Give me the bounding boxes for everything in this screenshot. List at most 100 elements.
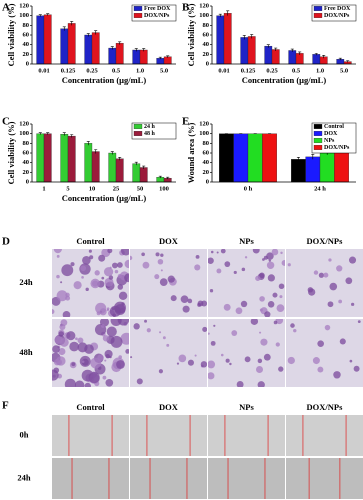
cell <box>109 305 121 317</box>
cell <box>65 295 71 301</box>
bar <box>67 23 76 65</box>
bar <box>262 133 277 183</box>
error-bar <box>110 46 114 50</box>
cell <box>90 357 102 369</box>
cell <box>61 264 74 277</box>
cell <box>79 355 91 367</box>
cell <box>121 249 129 256</box>
cell <box>118 291 128 301</box>
bar <box>115 158 124 183</box>
cell <box>187 359 194 366</box>
cell <box>275 319 284 325</box>
cell <box>279 295 283 299</box>
cell <box>348 256 357 264</box>
cell <box>266 261 275 270</box>
cell <box>158 369 163 374</box>
cell <box>255 275 261 281</box>
cell <box>287 356 295 365</box>
panel-label: D <box>2 236 10 248</box>
x-tick-label: 0.01 <box>38 67 49 74</box>
cell <box>82 255 91 265</box>
cell <box>105 378 114 387</box>
panel-label: E <box>182 116 189 128</box>
legend-swatch <box>313 145 323 150</box>
legend-label: NPs <box>324 138 335 144</box>
cell <box>259 296 265 302</box>
cell <box>101 324 105 328</box>
cell <box>103 267 114 277</box>
error-bar <box>70 134 74 138</box>
column-header: DOX <box>159 236 179 246</box>
cell <box>273 320 278 325</box>
cell <box>220 249 226 254</box>
error-bar <box>62 132 66 136</box>
cell <box>52 345 60 353</box>
bar <box>84 143 93 183</box>
legend-swatch <box>133 124 143 129</box>
error-bar <box>226 10 230 16</box>
cell <box>157 258 164 265</box>
wound-image <box>286 458 363 499</box>
error-bar <box>142 165 146 169</box>
cell <box>80 265 87 272</box>
panel-label: C <box>2 116 10 128</box>
cell <box>197 302 202 307</box>
cell <box>81 276 84 279</box>
cell <box>124 273 129 283</box>
bar <box>247 133 263 183</box>
cell <box>235 307 243 315</box>
cell <box>317 366 324 373</box>
cell <box>308 288 316 296</box>
cell <box>229 362 232 366</box>
micrograph-bg <box>208 249 285 317</box>
cell <box>56 254 60 258</box>
legend-label: DOX/NPs <box>144 13 170 19</box>
error-bar <box>86 141 90 146</box>
cell <box>56 274 60 279</box>
cell <box>293 328 297 333</box>
cell <box>142 261 150 269</box>
cell <box>125 349 129 354</box>
cell <box>280 251 283 255</box>
cell <box>118 355 122 359</box>
error-bar <box>322 55 326 59</box>
bar <box>288 50 297 65</box>
cell <box>268 259 272 262</box>
cell <box>144 319 148 323</box>
cell <box>257 358 263 364</box>
cell <box>338 299 343 304</box>
x-tick-label: 25 <box>113 185 120 192</box>
bar <box>60 28 69 65</box>
error-bar <box>290 48 294 52</box>
cell <box>257 381 265 387</box>
y-tick-label: 100 <box>199 130 209 137</box>
cell <box>65 292 70 298</box>
cell <box>287 263 291 267</box>
y-tick-label: 120 <box>199 120 209 127</box>
error-bar <box>62 26 66 31</box>
cell <box>85 287 89 292</box>
cell <box>84 382 91 387</box>
y-tick-label: 80 <box>203 22 210 29</box>
cell <box>117 319 129 326</box>
y-axis-label: Cell viability (%) <box>186 3 196 66</box>
cell <box>244 256 248 259</box>
cell <box>81 360 85 363</box>
error-bar <box>250 34 254 39</box>
error-bar <box>166 176 170 180</box>
cell <box>241 267 246 272</box>
y-tick-label: 60 <box>203 149 210 156</box>
column-header: Control <box>76 402 105 412</box>
cell <box>272 292 278 298</box>
cell <box>328 258 332 262</box>
cell <box>154 274 160 280</box>
bar <box>67 135 76 183</box>
cell <box>216 268 222 274</box>
cell <box>220 353 224 357</box>
cell <box>271 249 279 256</box>
cell <box>107 249 113 254</box>
bar <box>60 133 69 183</box>
cell <box>95 302 107 314</box>
cell <box>276 304 285 313</box>
